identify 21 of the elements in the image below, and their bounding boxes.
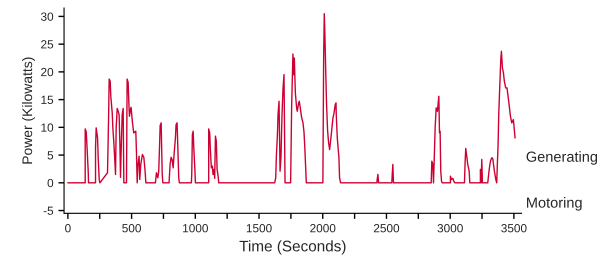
x-tick-label: 1500 [246, 224, 272, 232]
text: Generating [526, 151, 598, 165]
x-tick-label: 2000 [310, 224, 336, 232]
line-series [67, 12, 516, 184]
x-tick-label: 2500 [374, 224, 400, 232]
x-tick-label: 3500 [501, 224, 527, 232]
y-tick-label: 30 [40, 12, 54, 21]
x-axis-title: Time (Seconds) [240, 240, 346, 255]
y-tick-label: -5 [44, 206, 54, 215]
y-tick-label: 0 [48, 178, 54, 188]
y-tick-label: 15 [41, 96, 54, 104]
y-tick-label: 25 [41, 40, 54, 49]
x-tick-label: 0 [65, 224, 71, 232]
x-tick-label: 1000 [183, 224, 208, 232]
text: Motoring [527, 197, 582, 211]
x-tick-label: 500 [122, 224, 141, 232]
y-tick-label: 5 [48, 151, 54, 160]
y-axis-title: Power (Kilowatts) [22, 58, 35, 164]
x-tick-label: 3000 [438, 224, 463, 232]
y-tick-label: 20 [41, 68, 54, 76]
y-tick-label: 10 [41, 123, 54, 132]
